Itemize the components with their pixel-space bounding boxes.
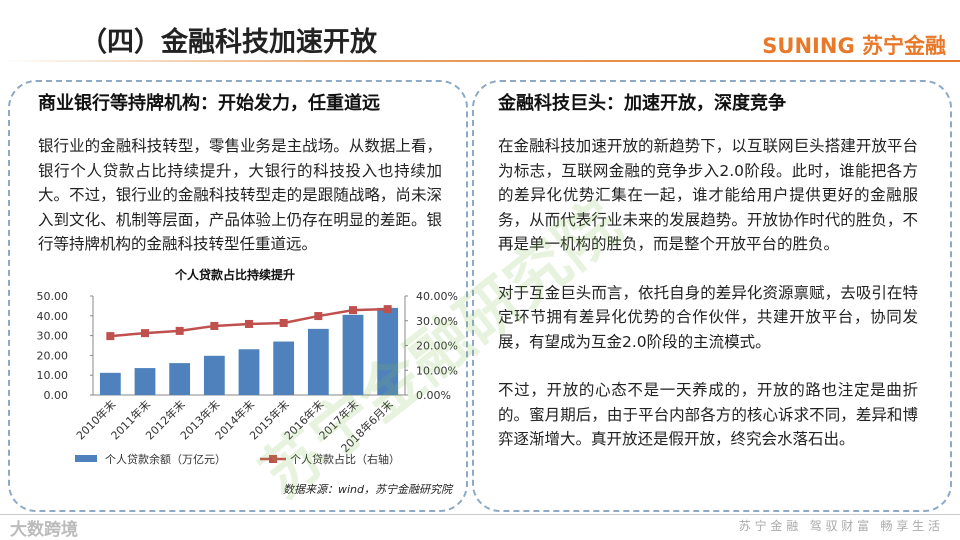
logo-latin: SUNING	[762, 34, 855, 58]
y2-tick-label: 40.00%	[416, 290, 458, 303]
line-marker	[106, 332, 115, 341]
bar	[99, 372, 121, 395]
logo: SUNING 苏宁金融	[762, 30, 946, 60]
legend-label: 个人贷款占比（右轴）	[290, 452, 400, 466]
legend-label: 个人贷款余额（万亿元）	[105, 452, 226, 466]
footer-rule	[0, 514, 960, 515]
bar	[238, 349, 260, 395]
left-heading: 商业银行等持牌机构：开始发力，任重道远	[38, 93, 380, 114]
y-tick-label: 40.00	[37, 310, 69, 323]
line-marker	[314, 312, 323, 321]
legend-item: 个人贷款占比（右轴）	[260, 452, 400, 466]
legend-swatch	[269, 455, 277, 463]
y-tick-label: 50.00	[37, 290, 69, 303]
left-panel	[8, 80, 468, 512]
legend-item: 个人贷款余额（万亿元）	[75, 452, 226, 466]
y-tick-label: 10.00	[37, 369, 69, 382]
slide-title: （四）金融科技加速开放	[80, 27, 377, 58]
bar	[273, 341, 295, 395]
bar	[307, 328, 329, 395]
chart-title: 个人贷款占比持续提升	[174, 267, 295, 282]
line-marker	[175, 326, 184, 335]
line-marker	[383, 305, 392, 314]
y-tick-label: 20.00	[37, 349, 69, 362]
line-marker	[210, 321, 219, 330]
chart-source: 数据来源：wind，苏宁金融研究院	[283, 483, 454, 496]
chart: 个人贷款占比持续提升 0.00 10.00 20.00 30.00 40.00 50.00 0…	[37, 267, 458, 496]
legend-swatch	[75, 455, 97, 462]
y2-tick-label: 0.00%	[416, 389, 451, 402]
bar	[134, 368, 156, 395]
y2-tick-label: 20.00%	[416, 340, 458, 353]
line-marker	[141, 329, 149, 338]
line-marker	[349, 306, 357, 315]
right-panel	[472, 80, 952, 512]
y2-tick-label: 10.00%	[416, 364, 458, 377]
logo-cn: 苏宁金融	[862, 34, 946, 58]
right-paragraph: 在金融科技加速开放的新趋势下，以互联网巨头搭建开放平台为标志，互联网金融的竞争步…	[498, 137, 918, 253]
footer-badge: 大数跨境	[10, 520, 78, 540]
y-tick-label: 30.00	[37, 330, 69, 343]
footer-slogan: 苏 宁 金 融 驾 驭 财 富 畅 享 生 活	[738, 519, 940, 533]
bar	[377, 307, 399, 395]
right-heading: 金融科技巨头：加速开放，深度竞争	[498, 93, 786, 114]
right-text: 在金融科技加速开放的新趋势下，以互联网巨头搭建开放平台为标志，互联网金融的竞争步…	[498, 134, 918, 452]
line-marker	[279, 318, 288, 327]
left-paragraph: 银行业的金融科技转型，零售业务是主战场。从数据上看，银行个人贷款占比持续提升，大…	[38, 137, 442, 253]
right-paragraph: 不过，开放的心态不是一天养成的，开放的路也注定是曲折的。蜜月期后，由于平台内部各…	[498, 381, 918, 448]
y2-tick-label: 30.00%	[416, 315, 458, 328]
header-rule	[0, 60, 960, 62]
right-paragraph: 对于互金巨头而言，依托自身的差异化资源禀赋，去吸引在特定环节拥有差异化优势的合作…	[498, 283, 918, 351]
bar	[342, 314, 364, 395]
bar	[169, 363, 191, 395]
bar	[203, 355, 225, 395]
line-marker	[245, 319, 253, 328]
y-tick-label: 0.00	[44, 389, 69, 402]
